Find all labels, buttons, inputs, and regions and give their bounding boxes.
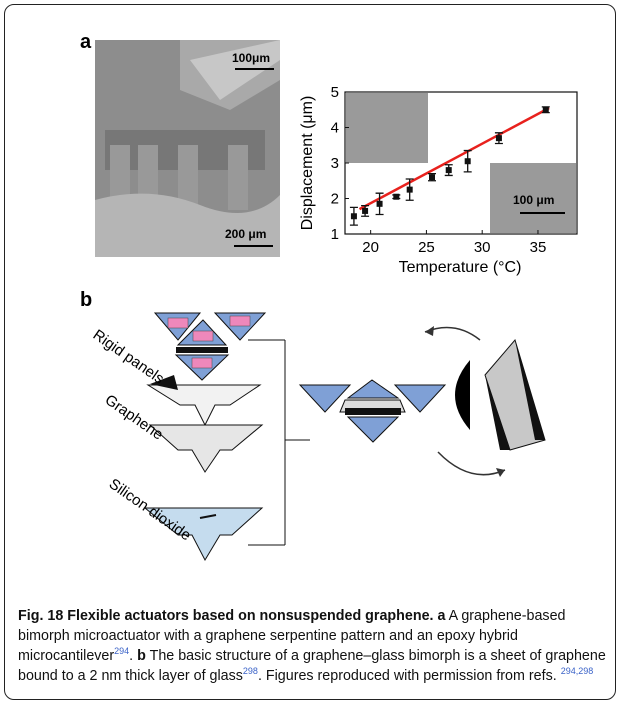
y-tick-label: 4 bbox=[331, 120, 339, 137]
y-axis-label: Displacement (μm) bbox=[299, 96, 316, 231]
y-tick-label: 5 bbox=[331, 84, 339, 101]
data-point bbox=[496, 135, 502, 141]
data-point bbox=[393, 194, 399, 200]
scale-bar-label: 100μm bbox=[232, 51, 270, 65]
caption-text: . Figures reproduced with permission fro… bbox=[258, 668, 557, 684]
data-point bbox=[429, 174, 435, 180]
panel-label: a bbox=[80, 31, 92, 53]
layer-label: Graphene bbox=[102, 391, 166, 443]
inset-image bbox=[346, 93, 576, 233]
data-point bbox=[351, 213, 357, 219]
caption-label: b bbox=[137, 648, 146, 664]
reference[interactable]: 298 bbox=[243, 666, 258, 676]
reference[interactable]: 294 bbox=[114, 646, 129, 656]
figure: a 100μm 200 μm 100 μm Temperature (°C) D… bbox=[0, 0, 624, 606]
data-point bbox=[407, 187, 413, 193]
layer-label: Rigid panels bbox=[90, 326, 167, 387]
y-tick-label: 2 bbox=[331, 191, 339, 208]
x-tick-label: 25 bbox=[418, 239, 435, 256]
y-tick-label: 1 bbox=[331, 226, 339, 243]
panel-label: b bbox=[80, 289, 92, 311]
reference[interactable]: 294,298 bbox=[561, 666, 594, 676]
y-tick-label: 3 bbox=[331, 155, 339, 172]
x-tick-label: 35 bbox=[530, 239, 547, 256]
data-point bbox=[446, 167, 452, 173]
data-point bbox=[377, 201, 383, 207]
scale-bar-label: 100 μm bbox=[513, 193, 554, 207]
caption-text: . bbox=[129, 648, 133, 664]
scale-bar-label: 200 μm bbox=[225, 227, 266, 241]
diagram bbox=[145, 313, 545, 560]
data-point bbox=[543, 107, 549, 113]
caption-label: a bbox=[437, 608, 445, 624]
x-tick-label: 30 bbox=[474, 239, 491, 256]
data-point bbox=[362, 208, 368, 214]
sem-image bbox=[95, 40, 280, 257]
x-tick-label: 20 bbox=[362, 239, 379, 256]
data-point bbox=[465, 158, 471, 164]
x-axis-label: Temperature (°C) bbox=[399, 259, 522, 276]
caption: Fig. 18 Flexible actuators based on nons… bbox=[18, 606, 610, 686]
caption-title: Fig. 18 Flexible actuators based on nons… bbox=[18, 608, 434, 624]
